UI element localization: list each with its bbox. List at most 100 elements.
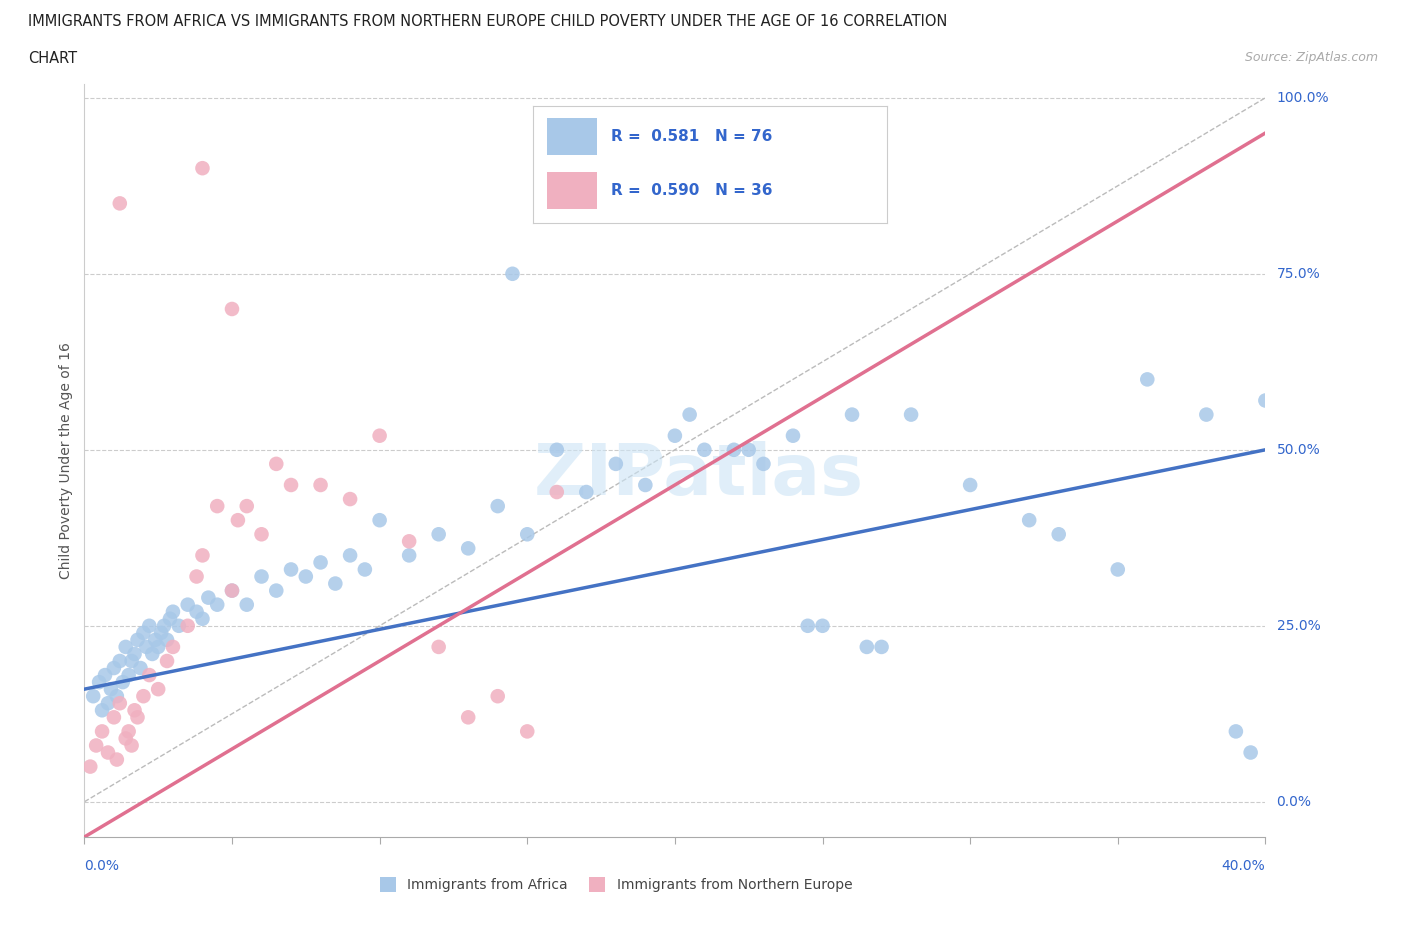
Point: [103, 710, 125, 724]
Text: IMMIGRANTS FROM AFRICA VS IMMIGRANTS FROM NORTHERN EUROPE CHILD POVERTY UNDER TH: IMMIGRANTS FROM AFRICA VS IMMIGRANTS FRO…: [28, 14, 948, 29]
Point: [186, 604, 208, 619]
Text: 50.0%: 50.0%: [1277, 443, 1320, 457]
Point: [132, 625, 155, 640]
Point: [118, 668, 141, 683]
Point: [127, 632, 149, 647]
Point: [339, 548, 361, 563]
Point: [679, 407, 702, 422]
Point: [354, 562, 377, 577]
Point: [900, 407, 922, 422]
Point: [84, 738, 107, 753]
Point: [1225, 724, 1247, 738]
Point: [752, 457, 775, 472]
Point: [167, 618, 190, 633]
Point: [226, 512, 249, 527]
Point: [177, 618, 200, 633]
Point: [197, 591, 219, 605]
Point: [221, 583, 243, 598]
Point: [221, 301, 243, 316]
Point: [105, 752, 128, 767]
Point: [87, 674, 111, 689]
Point: [693, 443, 716, 458]
Point: [97, 745, 120, 760]
Point: [191, 548, 214, 563]
Point: [486, 689, 509, 704]
Point: [108, 696, 131, 711]
Point: [516, 526, 538, 541]
Point: [339, 492, 361, 507]
Point: [121, 654, 143, 669]
Point: [959, 477, 981, 492]
Point: [1107, 562, 1129, 577]
Point: [855, 640, 877, 655]
Point: [427, 640, 450, 655]
Point: [159, 611, 181, 626]
Point: [162, 604, 184, 619]
Point: [634, 477, 657, 492]
Legend: Immigrants from Africa, Immigrants from Northern Europe: Immigrants from Africa, Immigrants from …: [374, 872, 858, 897]
Point: [127, 710, 149, 724]
Point: [177, 597, 200, 612]
Point: [368, 429, 391, 444]
Point: [1254, 393, 1277, 408]
Point: [205, 597, 228, 612]
Text: 40.0%: 40.0%: [1222, 858, 1265, 872]
Point: [132, 689, 155, 704]
Point: [398, 534, 420, 549]
Point: [264, 457, 288, 472]
Point: [186, 569, 208, 584]
Point: [309, 477, 332, 492]
Point: [323, 576, 347, 591]
Point: [153, 618, 176, 633]
Point: [235, 597, 259, 612]
Text: Source: ZipAtlas.com: Source: ZipAtlas.com: [1244, 51, 1378, 64]
Point: [546, 443, 568, 458]
Point: [79, 759, 101, 774]
Point: [138, 668, 160, 683]
Point: [138, 618, 160, 633]
Point: [121, 738, 143, 753]
Point: [91, 724, 114, 738]
Point: [124, 703, 146, 718]
Point: [118, 724, 141, 738]
Point: [124, 646, 146, 661]
Point: [114, 731, 136, 746]
Point: [368, 512, 391, 527]
Point: [723, 443, 745, 458]
Point: [1136, 372, 1159, 387]
Point: [280, 477, 302, 492]
Point: [870, 640, 893, 655]
Point: [546, 485, 568, 499]
Text: 75.0%: 75.0%: [1277, 267, 1320, 281]
Point: [295, 569, 318, 584]
Point: [148, 640, 170, 655]
Point: [811, 618, 834, 633]
Point: [114, 640, 136, 655]
Point: [501, 266, 523, 281]
Point: [129, 660, 152, 675]
Point: [103, 660, 125, 675]
Point: [148, 682, 170, 697]
Point: [91, 703, 114, 718]
Point: [105, 689, 128, 704]
Y-axis label: Child Poverty Under the Age of 16: Child Poverty Under the Age of 16: [59, 342, 73, 578]
Point: [796, 618, 818, 633]
Point: [82, 689, 104, 704]
Point: [1047, 526, 1070, 541]
Point: [738, 443, 761, 458]
Point: [782, 429, 804, 444]
Point: [100, 682, 122, 697]
Point: [427, 526, 450, 541]
Text: ZIPatlas: ZIPatlas: [533, 441, 863, 510]
Point: [280, 562, 302, 577]
Text: 25.0%: 25.0%: [1277, 618, 1320, 632]
Point: [1018, 512, 1040, 527]
Point: [141, 646, 163, 661]
Point: [250, 569, 273, 584]
Point: [575, 485, 598, 499]
Point: [205, 498, 228, 513]
Point: [486, 498, 509, 513]
Text: 0.0%: 0.0%: [84, 858, 120, 872]
Point: [605, 457, 627, 472]
Point: [398, 548, 420, 563]
